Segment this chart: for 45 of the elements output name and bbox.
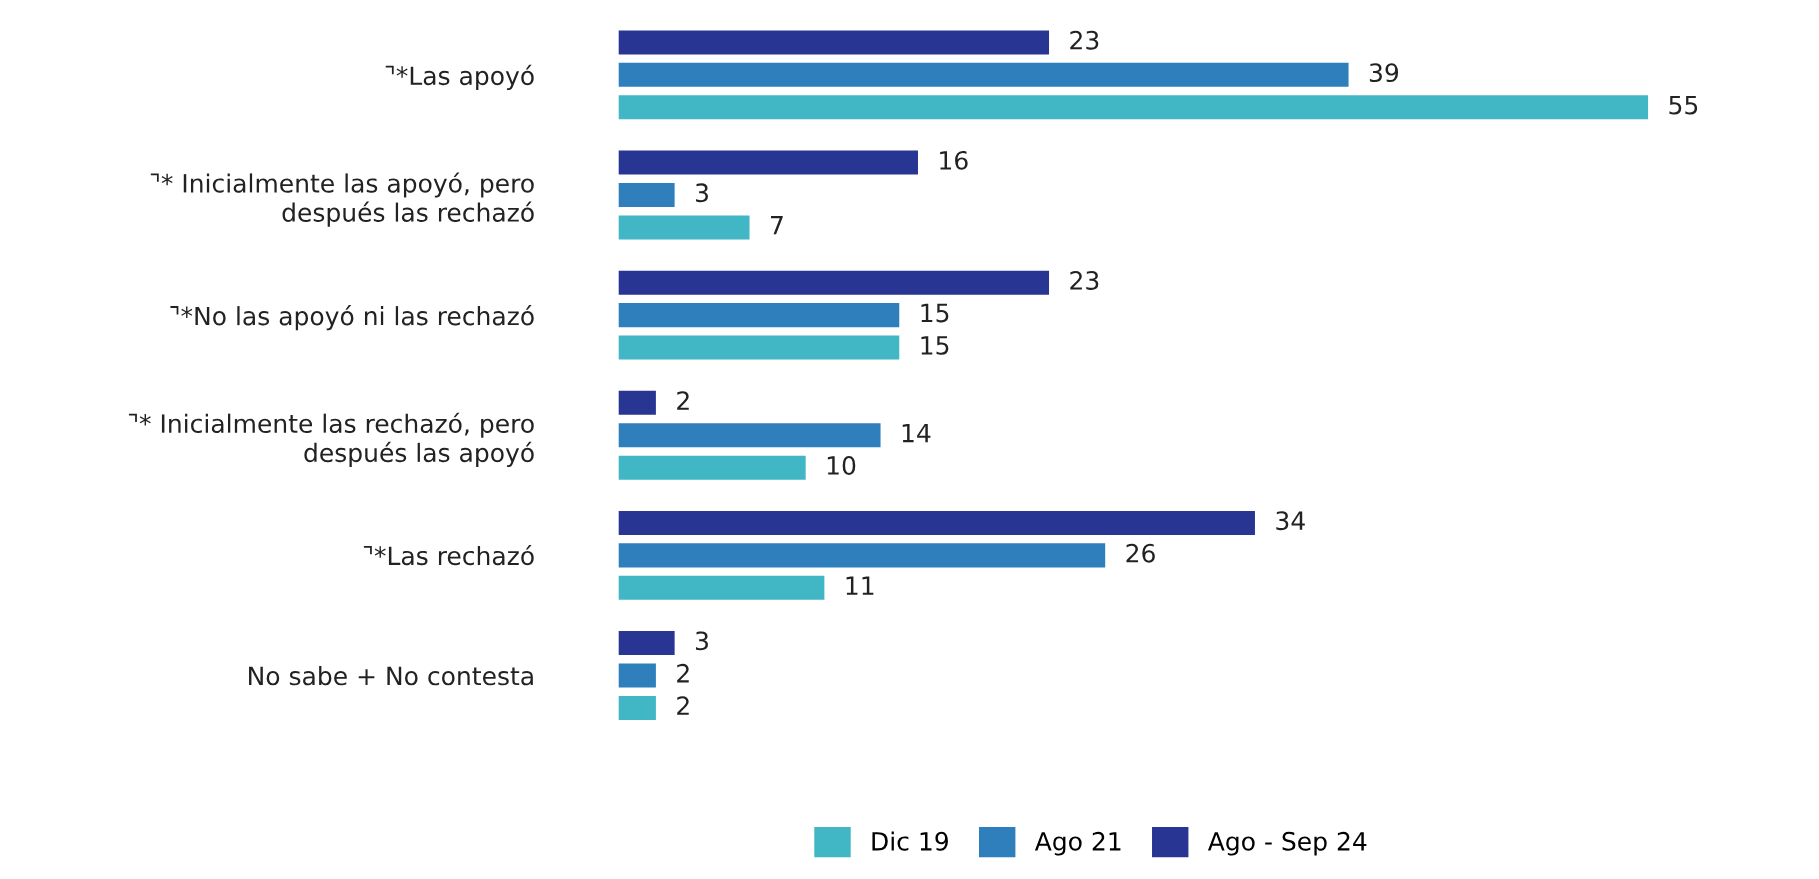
bar: [618, 510, 1255, 535]
y-tick-label: ⌝*Las apoyó: [385, 64, 534, 91]
bar: [618, 215, 750, 240]
data-label: 3: [695, 183, 708, 203]
bar: [618, 30, 1050, 55]
bar: [618, 631, 675, 656]
data-label: 15: [921, 336, 949, 355]
y-tick-label: No sabe + No contesta: [249, 666, 533, 686]
data-label: 3: [695, 631, 708, 651]
data-label: 23: [1070, 271, 1099, 290]
legend-label: Ago 21: [1034, 831, 1121, 856]
bar: [618, 695, 656, 720]
data-label: 10: [827, 456, 856, 475]
data-label: 34: [1276, 511, 1305, 531]
bar: [618, 303, 900, 328]
bar: [618, 543, 1106, 568]
bar: [618, 270, 1050, 295]
bar: [618, 575, 825, 600]
data-label: 2: [677, 391, 689, 410]
y-tick-label: ⌝*No las apoyó ni las rechazó: [170, 305, 534, 331]
legend-label: Ago - Sep 24: [1207, 831, 1367, 856]
bar: [618, 150, 918, 175]
legend-label: Dic 19: [872, 831, 948, 851]
y-tick-label: ⌝*Las rechazó: [363, 544, 534, 566]
bar: [618, 335, 900, 360]
data-label: 14: [902, 423, 931, 443]
bar: [618, 182, 675, 207]
data-label: 23: [1070, 30, 1099, 50]
bar: [618, 62, 1349, 87]
bar: [618, 423, 881, 448]
data-label: 55: [1669, 95, 1698, 115]
bar: [618, 390, 656, 415]
y-tick-label: ⌝* Inicialmente las apoyó, pero después las rechazó: [150, 172, 534, 227]
data-label: 16: [940, 150, 968, 170]
bar: [618, 663, 656, 688]
bar: [618, 95, 1649, 120]
data-label: 2: [677, 663, 689, 683]
y-tick-label: ⌝* Inicialmente las rechazó, pero después las apoyó: [128, 412, 534, 468]
data-label: 7: [771, 216, 783, 235]
data-label: 26: [1126, 543, 1155, 563]
bar: [618, 455, 806, 480]
data-label: 15: [921, 303, 949, 323]
data-label: 39: [1369, 63, 1399, 83]
data-label: 2: [677, 696, 689, 715]
data-label: 11: [846, 576, 874, 595]
